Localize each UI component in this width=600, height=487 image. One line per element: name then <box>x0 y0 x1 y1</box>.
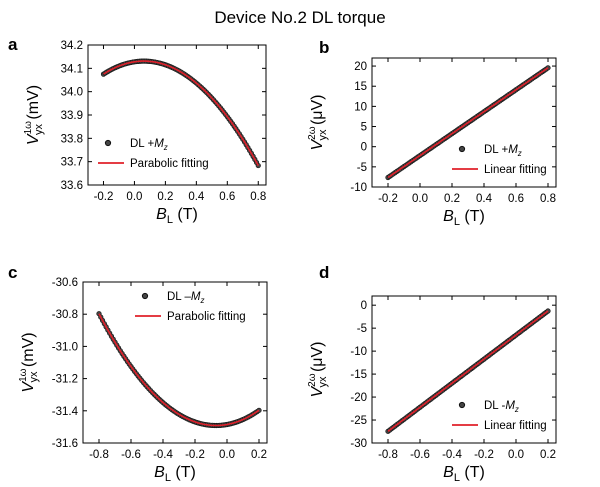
x-tick-label: 0.0 <box>508 449 524 461</box>
y-tick-label: -31.4 <box>52 406 79 418</box>
y-tick-label: -31.6 <box>52 438 78 450</box>
y-axis-label: V2ωyx (μV) <box>307 341 329 397</box>
legend-marker-data <box>104 139 112 147</box>
x-axis-label: BL (T) <box>443 464 485 484</box>
x-tick-label: -0.2 <box>474 449 494 461</box>
x-axis-label: BL (T) <box>156 206 198 226</box>
y-tick-label: 34.0 <box>61 87 83 99</box>
plot-frame <box>371 295 557 444</box>
y-tick-label: -30 <box>350 438 367 450</box>
x-tick-label: 0.8 <box>540 193 556 205</box>
fit-line <box>98 313 260 427</box>
x-tick-label: -0.6 <box>121 449 141 461</box>
legend-label: Linear fitting <box>484 420 547 432</box>
panel-label-c: c <box>8 263 17 282</box>
plot-frame <box>371 57 557 188</box>
y-tick-label: -31.0 <box>52 341 78 353</box>
y-axis-label: V2ωyx (μV) <box>307 94 329 150</box>
x-tick-label: 0.4 <box>476 193 493 205</box>
panel-label-b: b <box>319 38 329 57</box>
fit-line <box>387 310 549 432</box>
y-tick-label: -31.2 <box>52 374 78 386</box>
y-axis-label: V1ωyx (mV) <box>18 332 40 392</box>
y-tick-label: -20 <box>350 392 367 404</box>
legend-marker-data <box>141 292 149 300</box>
y-tick-label: 33.6 <box>61 180 83 192</box>
y-tick-label: 34.1 <box>61 63 83 75</box>
x-tick-label: -0.4 <box>153 449 173 461</box>
x-tick-label: 0.2 <box>444 193 460 205</box>
x-tick-label: 0.4 <box>188 191 205 203</box>
legend-label: DL -Mz <box>484 400 519 414</box>
chart-panel-a: a -0.2 0.0 0.2 0.4 0.6 0.8 33.6 33.7 33.8 33.9 34.0… <box>8 35 267 226</box>
legend-marker-data <box>458 145 466 153</box>
y-tick-label: 34.2 <box>61 40 83 52</box>
y-tick-label: -5 <box>357 323 367 335</box>
x-tick-label: -0.2 <box>94 191 114 203</box>
y-axis-label: V1ωyx (mV) <box>23 85 45 145</box>
y-tick-label: -15 <box>350 369 367 381</box>
chart-panel-b: b -0.2 0.0 0.2 0.4 0.6 0.8 -10 -5 0 5 10 15 20 BL (T) V… <box>307 38 557 228</box>
legend-label: DL +Mz <box>484 144 522 158</box>
x-tick-label: -0.4 <box>442 449 462 461</box>
y-tick-label: 15 <box>354 81 367 93</box>
x-tick-label: 0.0 <box>219 449 235 461</box>
y-tick-label: 33.9 <box>61 110 83 122</box>
legend-label: Linear fitting <box>484 164 547 176</box>
fit-line <box>387 67 549 179</box>
legend-marker-data <box>458 401 466 409</box>
x-tick-label: 0.2 <box>251 449 267 461</box>
x-tick-label: 0.6 <box>508 193 524 205</box>
x-tick-label: -0.8 <box>378 449 398 461</box>
x-tick-label: -0.2 <box>378 193 398 205</box>
x-tick-label: 0.2 <box>157 191 173 203</box>
x-tick-label: -0.8 <box>89 449 109 461</box>
fit-line <box>103 60 260 166</box>
x-tick-label: -0.6 <box>410 449 430 461</box>
y-tick-label: -10 <box>350 346 367 358</box>
figure-title: Device No.2 DL torque <box>214 8 386 27</box>
x-axis-label: BL (T) <box>443 208 485 228</box>
legend-label: Parabolic fitting <box>167 311 246 323</box>
panel-label-d: d <box>319 263 329 282</box>
y-tick-label: 5 <box>361 122 367 134</box>
y-tick-label: -25 <box>350 415 367 427</box>
x-tick-label: 0.0 <box>412 193 428 205</box>
y-tick-label: -30.6 <box>52 277 78 289</box>
y-tick-label: 33.8 <box>61 133 83 145</box>
chart-panel-d: d -0.8 -0.6 -0.4 -0.2 0.0 0.2 -30 -25 -20 -15 -10 -5… <box>307 263 557 484</box>
plot-frame <box>82 281 268 444</box>
x-tick-label: 0.0 <box>126 191 142 203</box>
legend-label: Parabolic fitting <box>130 158 209 170</box>
chart-panel-c: c -0.8 -0.6 -0.4 -0.2 0.0 0.2 -31.6 -31.4 -31.2 -3… <box>8 263 268 484</box>
x-axis-label: BL (T) <box>154 464 196 484</box>
y-tick-label: -5 <box>357 162 367 174</box>
legend-label: DL –Mz <box>167 291 204 305</box>
x-tick-label: -0.2 <box>185 449 205 461</box>
x-tick-label: 0.8 <box>250 191 266 203</box>
y-tick-label: 20 <box>354 61 367 73</box>
y-tick-label: 33.7 <box>61 157 83 169</box>
y-tick-label: -30.8 <box>52 309 78 321</box>
legend-label: DL +Mz <box>130 138 168 152</box>
y-tick-label: 0 <box>361 142 367 154</box>
x-tick-label: 0.6 <box>219 191 235 203</box>
y-tick-label: -10 <box>350 182 367 194</box>
x-tick-label: 0.2 <box>540 449 556 461</box>
y-tick-label: 10 <box>354 101 367 113</box>
panel-label-a: a <box>8 35 18 54</box>
y-tick-label: 0 <box>361 300 367 312</box>
